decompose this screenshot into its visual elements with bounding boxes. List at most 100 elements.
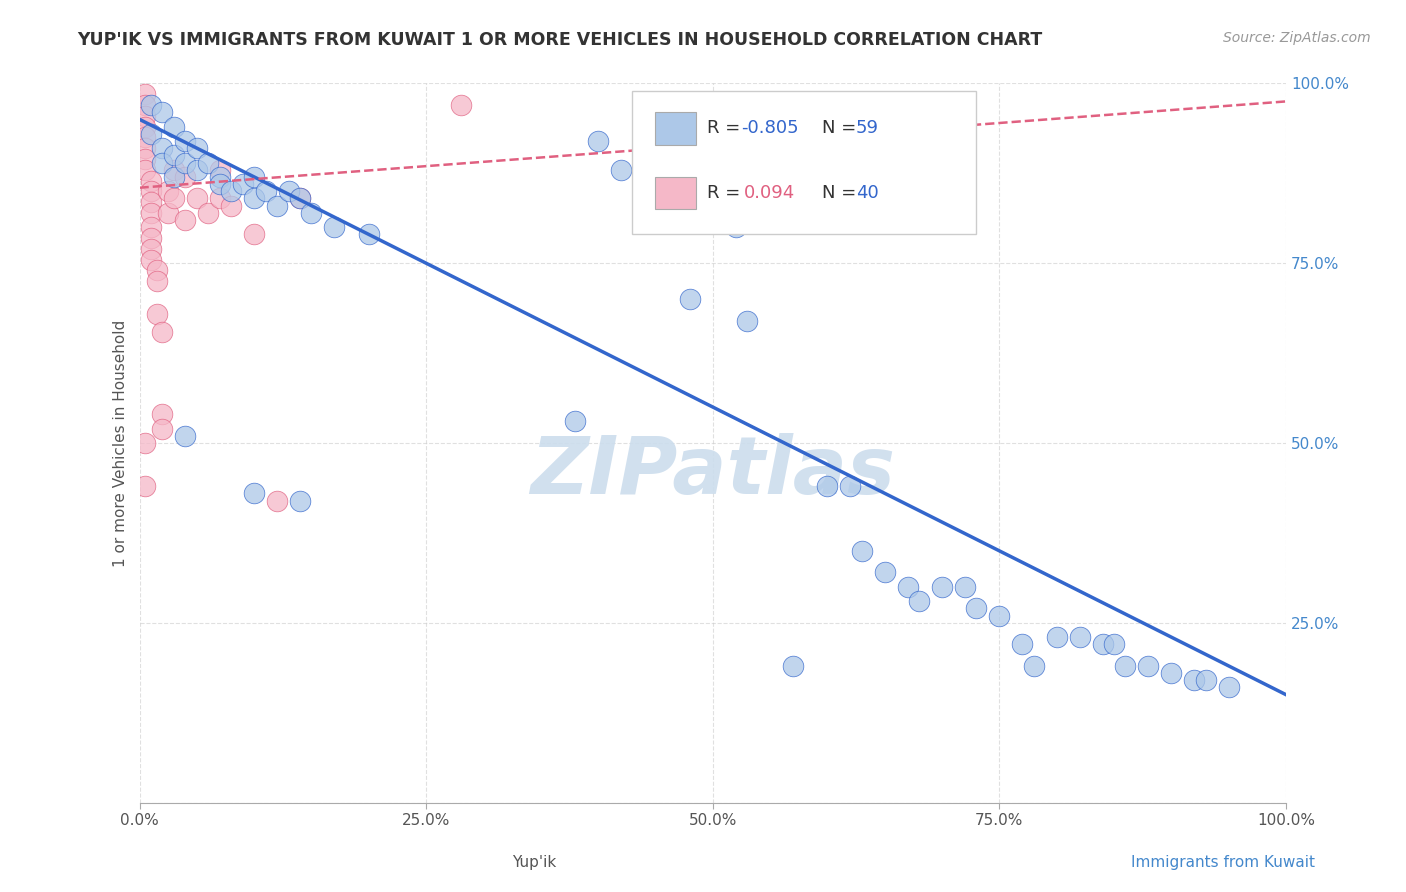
Point — [139, 127, 162, 141]
Point — [1218, 681, 1240, 695]
Point — [139, 98, 162, 112]
Text: 59: 59 — [856, 119, 879, 137]
Point — [965, 601, 987, 615]
Point — [931, 580, 953, 594]
Point — [186, 192, 208, 206]
Point — [839, 479, 862, 493]
Text: N =: N = — [821, 184, 862, 202]
Point — [679, 292, 702, 306]
Point — [277, 184, 299, 198]
Point — [1046, 630, 1069, 644]
Point — [163, 120, 186, 134]
Text: -0.805: -0.805 — [741, 119, 799, 137]
Point — [610, 162, 633, 177]
Point — [1102, 637, 1125, 651]
Point — [873, 566, 896, 580]
Point — [1195, 673, 1218, 688]
Point — [139, 173, 162, 187]
Point — [897, 580, 920, 594]
Point — [586, 134, 609, 148]
Point — [1114, 659, 1136, 673]
Point — [208, 169, 231, 184]
Point — [134, 87, 156, 102]
Point — [186, 141, 208, 155]
Point — [139, 242, 162, 256]
Point — [139, 220, 162, 235]
Point — [243, 192, 266, 206]
Point — [288, 192, 311, 206]
Point — [186, 162, 208, 177]
Point — [145, 274, 167, 288]
Point — [735, 314, 758, 328]
Point — [157, 206, 180, 220]
Point — [1011, 637, 1033, 651]
Point — [139, 195, 162, 210]
Text: Yup'ik: Yup'ik — [512, 855, 557, 870]
FancyBboxPatch shape — [633, 91, 976, 235]
Point — [174, 134, 197, 148]
Point — [564, 414, 586, 428]
Point — [208, 192, 231, 206]
Point — [197, 155, 219, 169]
Point — [134, 120, 156, 134]
Point — [243, 169, 266, 184]
Text: 40: 40 — [856, 184, 879, 202]
Point — [197, 206, 219, 220]
Point — [208, 162, 231, 177]
Point — [134, 152, 156, 166]
Text: Immigrants from Kuwait: Immigrants from Kuwait — [1130, 855, 1315, 870]
Point — [1069, 630, 1091, 644]
Point — [152, 421, 174, 435]
Point — [163, 148, 186, 162]
Point — [782, 659, 804, 673]
Point — [702, 192, 724, 206]
Point — [219, 184, 242, 198]
Text: R =: R = — [707, 184, 747, 202]
Point — [243, 486, 266, 500]
Point — [139, 252, 162, 267]
Point — [134, 479, 156, 493]
Point — [851, 544, 873, 558]
Point — [134, 130, 156, 145]
Point — [163, 169, 186, 184]
Point — [145, 263, 167, 277]
Point — [174, 155, 197, 169]
Point — [163, 162, 186, 177]
Point — [288, 493, 311, 508]
Text: N =: N = — [821, 119, 862, 137]
Point — [357, 227, 380, 242]
Point — [157, 184, 180, 198]
Point — [134, 109, 156, 123]
Point — [139, 184, 162, 198]
Point — [288, 192, 311, 206]
Point — [134, 162, 156, 177]
FancyBboxPatch shape — [655, 112, 696, 145]
Point — [134, 98, 156, 112]
Point — [815, 479, 838, 493]
Point — [174, 169, 197, 184]
Point — [450, 98, 472, 112]
Point — [152, 407, 174, 421]
Point — [243, 227, 266, 242]
Point — [134, 436, 156, 450]
Point — [702, 98, 724, 112]
Point — [208, 177, 231, 191]
Point — [232, 177, 254, 191]
Point — [163, 192, 186, 206]
Y-axis label: 1 or more Vehicles in Household: 1 or more Vehicles in Household — [114, 319, 128, 566]
Point — [1022, 659, 1045, 673]
Point — [1160, 666, 1182, 681]
Text: YUP'IK VS IMMIGRANTS FROM KUWAIT 1 OR MORE VEHICLES IN HOUSEHOLD CORRELATION CHA: YUP'IK VS IMMIGRANTS FROM KUWAIT 1 OR MO… — [77, 31, 1043, 49]
Point — [145, 307, 167, 321]
Point — [724, 220, 747, 235]
Point — [953, 580, 976, 594]
Point — [139, 231, 162, 245]
Point — [174, 213, 197, 227]
Point — [1137, 659, 1160, 673]
Text: Source: ZipAtlas.com: Source: ZipAtlas.com — [1223, 31, 1371, 45]
Point — [254, 184, 277, 198]
Legend: , : , — [735, 93, 806, 177]
Point — [152, 155, 174, 169]
Point — [1182, 673, 1205, 688]
Point — [152, 325, 174, 339]
